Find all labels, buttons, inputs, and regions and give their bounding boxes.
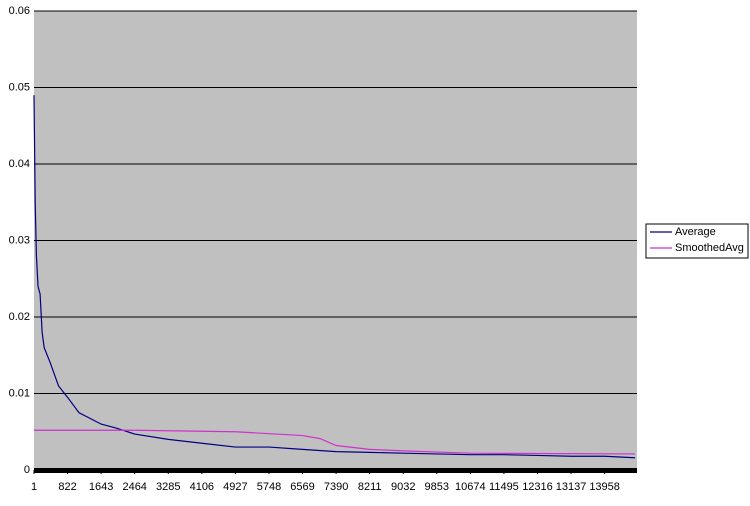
- x-tick-label: 13137: [556, 481, 587, 493]
- x-tick-label: 2464: [122, 481, 146, 493]
- y-tick-label: 0.06: [9, 5, 30, 17]
- x-tick-label: 13958: [589, 481, 620, 493]
- x-tick-label: 12316: [522, 481, 553, 493]
- line: [33, 95, 635, 459]
- x-tick-label: 1643: [89, 481, 113, 493]
- x-tick-label: 3285: [156, 481, 180, 493]
- y-tick-label: 0.03: [9, 234, 30, 246]
- x-tick-label: 5748: [257, 481, 281, 493]
- x-tick-label: 10674: [455, 481, 486, 493]
- y-tick-label: 0.05: [9, 81, 30, 93]
- x-tick-label: 4927: [223, 481, 247, 493]
- line: [34, 429, 635, 455]
- y-tick-label: 0.04: [9, 158, 30, 170]
- legend-label: Average: [675, 226, 716, 238]
- y-tick-label: 0.01: [9, 387, 30, 399]
- y-tick-label: 0.02: [9, 311, 30, 323]
- legend-box: [645, 223, 749, 259]
- x-tick-label: 9853: [425, 481, 449, 493]
- x-tick-label: 9032: [391, 481, 415, 493]
- x-tick-label: 11495: [489, 481, 519, 493]
- x-tick-label: 4106: [190, 481, 214, 493]
- x-tick-label: 6569: [290, 481, 314, 493]
- x-tick-label: 822: [58, 481, 76, 493]
- x-tick-label: 7390: [324, 481, 348, 493]
- x-axis: [34, 468, 637, 473]
- legend-label: SmoothedAvg: [675, 242, 744, 254]
- x-tick-label: 8211: [358, 481, 382, 493]
- x-tick-label: 1: [31, 481, 37, 493]
- y-tick-label: 0: [24, 464, 30, 476]
